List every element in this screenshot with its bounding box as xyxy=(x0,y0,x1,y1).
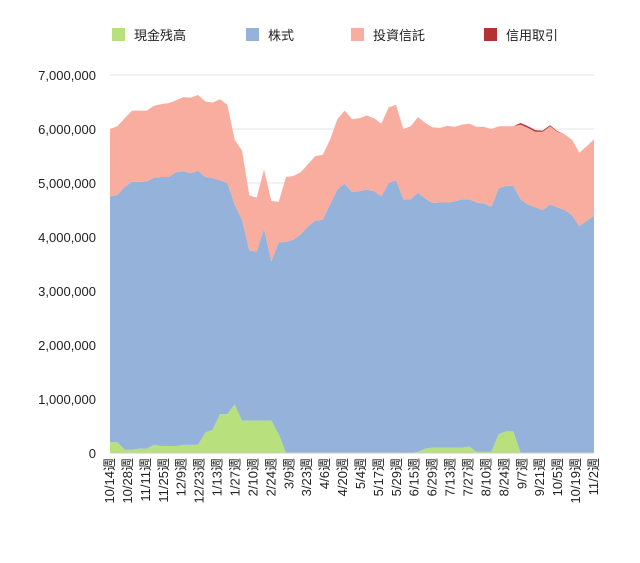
x-tick-label: 7/13週 xyxy=(443,458,458,496)
x-tick-label: 11/11週 xyxy=(138,458,153,502)
x-tick-label: 4/20週 xyxy=(335,458,350,496)
x-tick-label: 10/19週 xyxy=(568,458,583,504)
area-series-1 xyxy=(110,170,594,453)
x-tick-label: 12/9週 xyxy=(174,458,189,496)
x-tick-label: 11/2週 xyxy=(586,458,601,495)
x-tick-label: 1/27週 xyxy=(227,458,242,496)
x-tick-label: 2/10週 xyxy=(245,458,260,496)
legend-label: 株式 xyxy=(268,28,294,43)
x-tick-label: 3/9週 xyxy=(281,458,296,489)
x-axis: 10/14週 10/28週 11/11週 11/25週 12/9週 12/23週 1/13週… xyxy=(102,452,601,504)
y-tick-label: 5,000,000 xyxy=(38,176,96,191)
legend-swatch xyxy=(351,28,364,41)
area-series-2 xyxy=(110,94,594,262)
x-tick-label: 9/21週 xyxy=(532,458,547,496)
x-tick-label: 10/5週 xyxy=(550,458,565,496)
x-tick-label: 5/29週 xyxy=(389,458,404,496)
legend-label: 投資信託 xyxy=(373,28,425,43)
x-tick-label: 4/6週 xyxy=(317,458,332,489)
x-tick-label: 11/25週 xyxy=(156,458,171,503)
plot-areas xyxy=(110,94,594,453)
x-tick-label: 9/7週 xyxy=(514,458,529,489)
x-tick-label: 6/15週 xyxy=(407,458,422,496)
x-tick-label: 10/28週 xyxy=(120,458,135,504)
x-tick-label: 7/27週 xyxy=(461,458,476,496)
y-tick-label: 7,000,000 xyxy=(38,68,96,83)
x-tick-label: 5/4週 xyxy=(353,458,368,489)
x-tick-label: 6/29週 xyxy=(425,458,440,496)
legend: 現金残高 株式 投資信託 信用取引 xyxy=(112,28,558,43)
y-tick-label: 0 xyxy=(89,446,96,461)
legend-label: 現金残高 xyxy=(134,28,186,43)
y-tick-label: 1,000,000 xyxy=(38,392,96,407)
y-tick-label: 2,000,000 xyxy=(38,338,96,353)
y-tick-label: 4,000,000 xyxy=(38,230,96,245)
x-tick-label: 2/24週 xyxy=(263,458,278,496)
legend-swatch xyxy=(112,28,125,41)
x-tick-label: 12/23週 xyxy=(192,458,207,504)
x-tick-label: 5/17週 xyxy=(371,458,386,496)
x-tick-label: 3/23週 xyxy=(299,458,314,496)
x-tick-label: 10/14週 xyxy=(102,458,117,504)
x-tick-label: 8/10週 xyxy=(478,458,493,496)
y-tick-label: 3,000,000 xyxy=(38,284,96,299)
y-tick-label: 6,000,000 xyxy=(38,122,96,137)
y-axis: 0 1,000,000 2,000,000 3,000,000 4,000,000 5,0… xyxy=(38,68,96,461)
legend-swatch xyxy=(246,28,259,41)
legend-label: 信用取引 xyxy=(506,28,558,43)
legend-swatch xyxy=(484,28,497,41)
x-tick-label: 8/24週 xyxy=(496,458,511,496)
area-series-0 xyxy=(110,404,594,453)
x-tick-label: 1/13週 xyxy=(210,458,225,496)
